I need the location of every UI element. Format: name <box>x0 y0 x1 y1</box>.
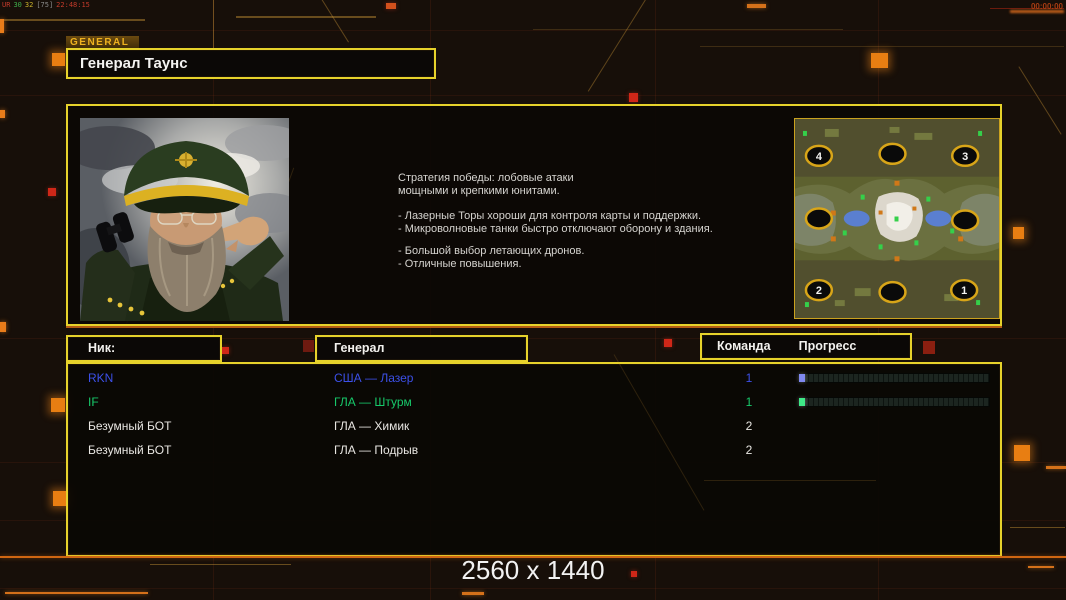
red-square <box>48 188 56 196</box>
player-nick: IF <box>88 395 99 409</box>
map-preview: 4 3 2 1 <box>794 118 1000 319</box>
player-general: ГЛА — Штурм <box>334 395 412 409</box>
player-row: Безумный БОТ ГЛА — Химик 2 <box>68 414 1000 438</box>
timer-underline <box>1010 10 1064 13</box>
circuit-line <box>747 4 766 8</box>
circuit-line <box>700 46 1064 47</box>
grid-line <box>0 338 1066 339</box>
circuit-line <box>1046 466 1066 469</box>
circuit-line <box>0 19 145 21</box>
red-square <box>629 93 638 102</box>
red-square <box>664 339 672 347</box>
page-title: Генерал Таунс <box>80 55 188 72</box>
player-nick: Безумный БОТ <box>88 443 172 457</box>
edge-tick <box>0 110 5 118</box>
circuit-line <box>1010 527 1065 528</box>
glow-square <box>53 491 68 506</box>
glow-square <box>871 53 888 68</box>
player-general: ГЛА — Химик <box>334 419 410 433</box>
circuit-line <box>213 0 214 60</box>
strategy-line: Стратегия победы: лобовые атаки <box>398 172 574 184</box>
player-nick: Безумный БОТ <box>88 419 172 433</box>
strategy-line: - Лазерные Торы хороши для контроля карт… <box>398 210 702 222</box>
player-team: 1 <box>745 395 753 409</box>
general-portrait <box>80 118 289 321</box>
spawn-number: 1 <box>961 285 967 297</box>
performance-overlay: UR 30 32 [75] 22:48:15 <box>2 1 93 9</box>
spawn-number: 4 <box>816 151 823 163</box>
glow-square <box>52 53 65 66</box>
general-tab-label: GENERAL <box>66 36 139 49</box>
header-label: Ник: <box>88 341 116 355</box>
header-label: Генерал <box>334 341 385 355</box>
grid-line <box>0 588 1066 589</box>
header-label: Команда <box>717 339 771 353</box>
progress-bar <box>798 373 990 383</box>
circuit-line <box>462 592 484 595</box>
circuit-line <box>1028 566 1054 568</box>
circuit-line <box>990 8 1064 9</box>
glow-square <box>1013 227 1024 239</box>
circuit-line <box>236 16 376 18</box>
column-header-team-progress: Команда Прогресс <box>700 333 912 360</box>
strategy-line: - Отличные повышения. <box>398 257 522 270</box>
overlay-clock: 22:48:15 <box>56 1 90 9</box>
player-team: 1 <box>745 371 753 385</box>
overlay-value: [75] <box>36 1 54 9</box>
player-general: США — Лазер <box>334 371 414 385</box>
circuit-line <box>5 592 148 594</box>
player-general: ГЛА — Подрыв <box>334 443 419 457</box>
circuit-line <box>704 480 876 481</box>
player-team: 2 <box>745 419 753 433</box>
grid-line <box>0 95 1066 96</box>
progress-fill <box>799 398 805 406</box>
red-square <box>386 3 396 9</box>
circuit-diagonal <box>587 0 653 92</box>
bottom-divider <box>0 556 1066 558</box>
column-header-general: Генерал <box>315 335 528 362</box>
red-square <box>222 347 229 354</box>
strategy-line: мощными и крепкими юнитами. <box>398 184 560 197</box>
edge-tick <box>0 19 4 33</box>
general-info-panel: Стратегия победы: лобовые атаки мощными … <box>66 104 1002 326</box>
player-row: Безумный БОТ ГЛА — Подрыв 2 <box>68 438 1000 462</box>
spawn-number: 2 <box>816 285 822 297</box>
overlay-fps-value: UR <box>2 1 11 9</box>
overlay-value: 32 <box>24 1 34 9</box>
player-row: RKN США — Лазер 1 <box>68 366 1000 390</box>
general-name-box: Генерал Таунс <box>66 48 436 79</box>
circuit-diagonal <box>1018 66 1062 135</box>
spawn-number: 3 <box>962 151 968 163</box>
overlay-value: 30 <box>13 1 22 9</box>
circuit-line <box>150 564 291 565</box>
spawn-markers: 4 3 2 1 <box>804 142 980 304</box>
grid-line <box>0 30 1066 31</box>
resolution-label: 2560 x 1440 <box>461 555 605 585</box>
glow-square <box>51 398 65 412</box>
glow-square <box>1014 445 1030 461</box>
player-row: IF ГЛА — Штурм 1 <box>68 390 1000 414</box>
progress-bar <box>798 397 990 407</box>
circuit-diagonal <box>311 0 349 43</box>
column-header-nick: Ник: <box>66 335 222 362</box>
progress-fill <box>799 374 805 382</box>
red-square <box>303 340 314 352</box>
red-square <box>631 571 637 577</box>
strategy-line: - Большой выбор летающих дронов. <box>398 245 585 257</box>
player-roster-panel: RKN США — Лазер 1 IF ГЛА — Штурм 1 Безум… <box>66 354 1002 557</box>
edge-tick <box>0 322 6 332</box>
player-team: 2 <box>745 443 753 457</box>
strategy-description: Стратегия победы: лобовые атаки мощными … <box>398 172 788 270</box>
player-nick: RKN <box>88 371 114 385</box>
circuit-line <box>533 29 843 30</box>
red-square <box>923 341 935 354</box>
strategy-line: - Микроволновые танки быстро отключают о… <box>398 222 713 235</box>
match-timer: 00:00:00 <box>1030 2 1063 11</box>
header-label: Прогресс <box>798 339 857 353</box>
